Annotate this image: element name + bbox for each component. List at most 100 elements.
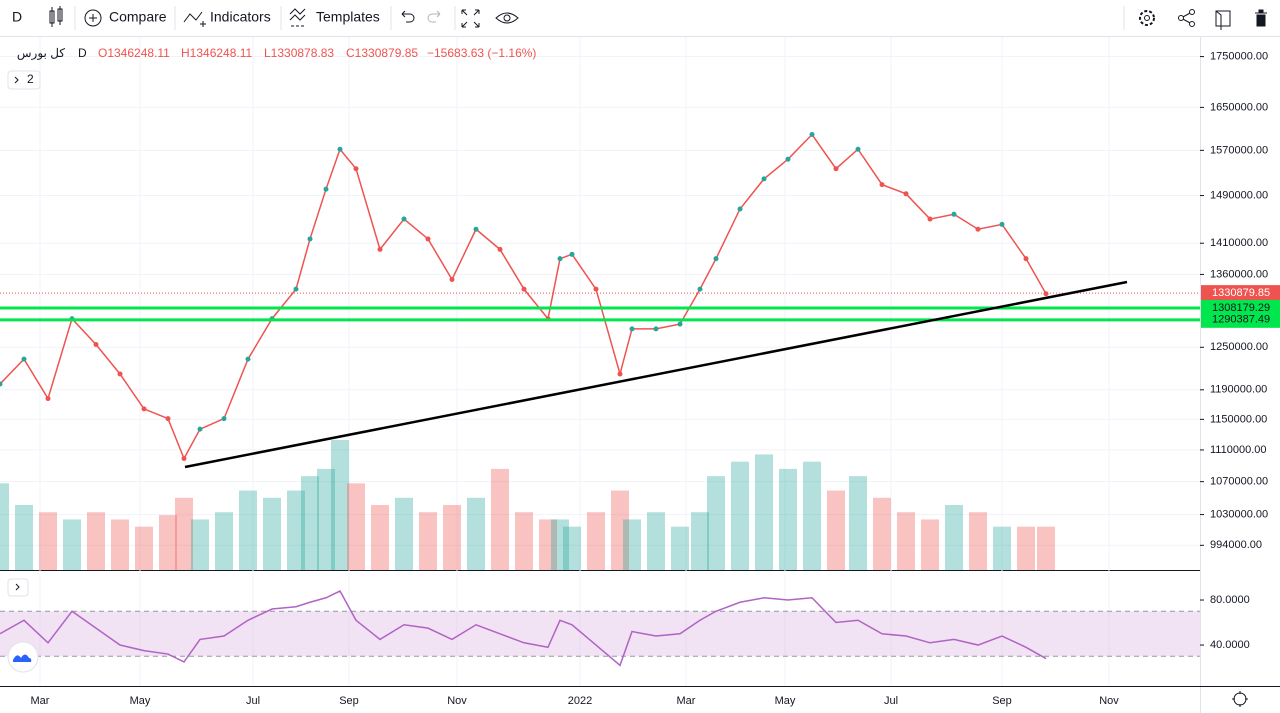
volume-bar <box>87 512 105 570</box>
price-point <box>0 381 3 387</box>
x-tick-label: Sep <box>339 695 359 707</box>
price-label-box <box>1201 285 1280 302</box>
x-tick-label: Nov <box>1099 695 1119 707</box>
pane: 80.0000 40.0000 <box>0 590 1250 667</box>
volume-bar <box>803 461 821 570</box>
price-point <box>951 211 957 217</box>
symbol-name: کل بورس <box>17 46 65 60</box>
plot: 1750000.00 1650000.00 1570000.00 1490000.00… <box>0 37 1280 707</box>
price-point <box>293 286 299 292</box>
price-point <box>337 146 343 152</box>
price-point <box>221 416 227 422</box>
volume-bar <box>731 461 749 570</box>
volume-bar <box>331 440 349 570</box>
visibility-pupil <box>503 14 511 22</box>
chevron <box>15 583 20 591</box>
price-point <box>1023 256 1029 262</box>
indicators-icon[interactable] <box>183 11 206 27</box>
legend-high: H1346248.11 <box>181 46 253 60</box>
y-tick-label: 1250000.00 <box>1210 341 1268 353</box>
volume-bar <box>301 476 319 570</box>
compare-icon[interactable] <box>84 9 102 27</box>
y-tick-label: 994000.00 <box>1210 539 1262 551</box>
price-point <box>903 191 909 197</box>
settings-core <box>1144 15 1150 21</box>
price-point <box>497 246 503 252</box>
fullscreen-button[interactable] <box>461 9 480 28</box>
visibility-button[interactable] <box>495 12 519 24</box>
price-point <box>557 256 563 262</box>
price-point <box>785 156 791 162</box>
indicators-toggle[interactable] <box>7 70 41 90</box>
volume-bar <box>551 519 569 570</box>
legend-close: C1330879.85 <box>346 46 418 60</box>
logo-cloud <box>13 654 32 662</box>
y-tick-label: 40.0000 <box>1210 639 1250 651</box>
y-tick-label: 1490000.00 <box>1210 189 1268 201</box>
price-point <box>569 251 575 257</box>
indicators-button[interactable]: Indicators <box>210 9 271 25</box>
price-point <box>323 186 329 192</box>
x-tick-label: May <box>130 695 151 707</box>
price-point <box>165 416 171 422</box>
price-label: 1290387.49 <box>1212 314 1270 326</box>
compare-button[interactable]: Compare <box>109 9 167 25</box>
chevron <box>14 76 19 84</box>
volume-bar <box>897 512 915 570</box>
volume-bar <box>0 483 9 570</box>
price-point <box>353 166 359 172</box>
price-point <box>425 236 431 242</box>
legend-interval: D <box>78 46 87 60</box>
indicator-count: 2 <box>27 72 34 86</box>
templates-icon[interactable] <box>289 8 306 27</box>
y-tick-label: 1030000.00 <box>1210 508 1268 520</box>
price-point <box>197 426 203 432</box>
share-dot <box>1178 15 1184 21</box>
rsi-band <box>0 611 1200 657</box>
volume-bar <box>63 519 81 570</box>
price-point <box>809 132 815 138</box>
price-point <box>521 286 527 292</box>
volume-bar <box>15 505 33 570</box>
volume-bar <box>395 497 413 570</box>
volume-bar <box>707 476 725 570</box>
volume-bar <box>945 505 963 570</box>
price-point <box>653 326 659 332</box>
interval-button[interactable]: D <box>12 9 22 25</box>
volume-bar <box>587 512 605 570</box>
share-dot <box>1189 9 1195 15</box>
axis-settings[interactable] <box>1232 691 1248 707</box>
x-tick-label: Jul <box>246 695 260 707</box>
price-label: 1308179.29 <box>1212 302 1270 314</box>
volume-bar <box>873 497 891 570</box>
y-tick-label: 1070000.00 <box>1210 476 1268 488</box>
volume-bar <box>175 497 193 570</box>
compare-icon-plus <box>89 14 97 22</box>
volume-bar <box>779 468 797 570</box>
volume-bar <box>159 515 177 570</box>
settings-button[interactable] <box>1139 10 1155 26</box>
price-point <box>713 256 719 262</box>
price-point <box>141 406 147 412</box>
volume-bar <box>691 512 709 570</box>
templates-button[interactable]: Templates <box>316 9 380 25</box>
volume-bar <box>347 483 365 570</box>
snapshot-button[interactable] <box>1215 10 1231 30</box>
price-point <box>833 166 839 172</box>
volume-bar <box>563 526 581 570</box>
delete-button[interactable] <box>1255 9 1267 27</box>
price-point <box>245 356 251 362</box>
chart-style-button[interactable] <box>49 6 63 27</box>
undo-button[interactable] <box>401 10 415 23</box>
volume-bar <box>515 512 533 570</box>
redo-button[interactable] <box>427 10 441 23</box>
volume-bar <box>755 454 773 570</box>
x-tick-label: Mar <box>677 695 696 707</box>
price-point <box>629 326 635 332</box>
volume-bar <box>611 490 629 570</box>
price-point <box>181 456 187 462</box>
share-dot <box>1189 21 1195 27</box>
price-point <box>1043 291 1049 297</box>
y-tick-label: 1150000.00 <box>1210 413 1267 425</box>
